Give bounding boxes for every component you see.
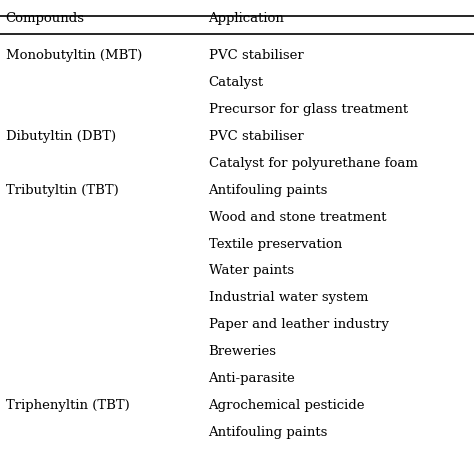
Text: Water paints: Water paints xyxy=(209,264,294,278)
Text: PVC stabiliser: PVC stabiliser xyxy=(209,49,303,62)
Text: Textile preservation: Textile preservation xyxy=(209,237,342,250)
Text: Wood and stone treatment: Wood and stone treatment xyxy=(209,211,386,224)
Text: Dibutyltin (DBT): Dibutyltin (DBT) xyxy=(6,130,116,143)
Text: Application: Application xyxy=(209,12,284,25)
Text: Tributyltin (TBT): Tributyltin (TBT) xyxy=(6,184,118,197)
Text: Breweries: Breweries xyxy=(209,345,276,358)
Text: Paper and leather industry: Paper and leather industry xyxy=(209,318,389,331)
Text: Catalyst: Catalyst xyxy=(209,76,264,89)
Text: Anti-parasite: Anti-parasite xyxy=(209,372,295,385)
Text: Industrial water system: Industrial water system xyxy=(209,291,368,304)
Text: Catalyst for polyurethane foam: Catalyst for polyurethane foam xyxy=(209,157,418,170)
Text: Compounds: Compounds xyxy=(6,12,85,25)
Text: Triphenyltin (TBT): Triphenyltin (TBT) xyxy=(6,399,129,412)
Text: Antifouling paints: Antifouling paints xyxy=(209,426,328,439)
Text: Monobutyltin (MBT): Monobutyltin (MBT) xyxy=(6,49,142,62)
Text: Agrochemical pesticide: Agrochemical pesticide xyxy=(209,399,365,412)
Text: Precursor for glass treatment: Precursor for glass treatment xyxy=(209,103,408,116)
Text: Antifouling paints: Antifouling paints xyxy=(209,184,328,197)
Text: PVC stabiliser: PVC stabiliser xyxy=(209,130,303,143)
